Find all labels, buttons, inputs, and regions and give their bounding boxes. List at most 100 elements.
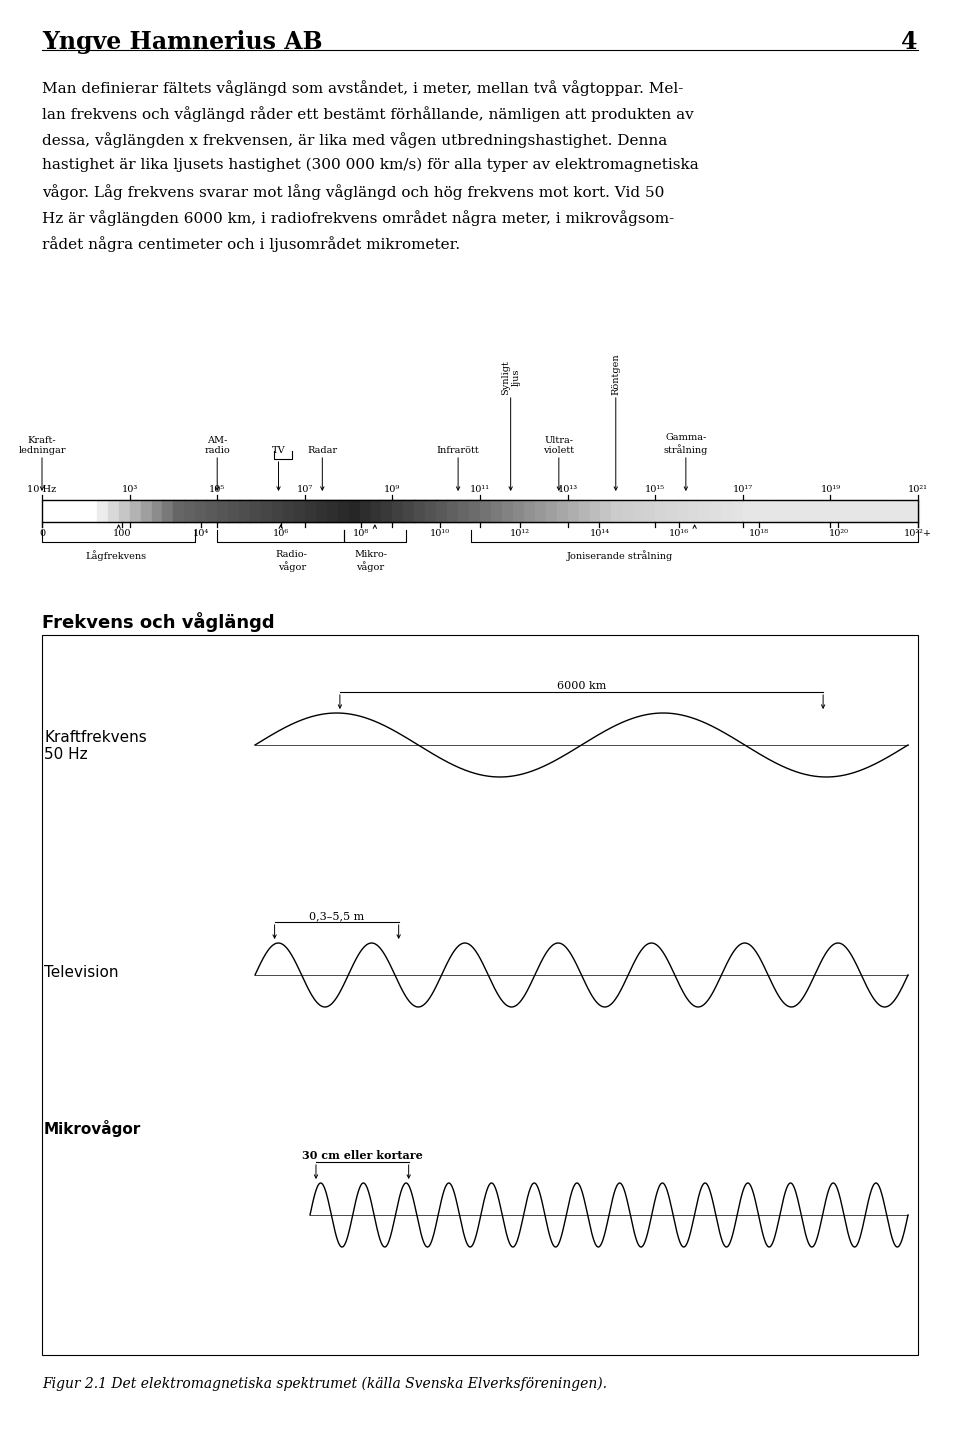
- Text: 0,3–5,5 m: 0,3–5,5 m: [309, 911, 364, 921]
- Bar: [283, 501, 295, 522]
- Text: 10²²+: 10²²+: [904, 530, 932, 538]
- Text: dessa, våglängden x frekvensen, är lika med vågen utbredningshastighet. Denna: dessa, våglängden x frekvensen, är lika …: [42, 132, 667, 148]
- Text: 10⁴: 10⁴: [193, 530, 209, 538]
- Bar: [64, 501, 75, 522]
- Bar: [655, 501, 666, 522]
- Bar: [907, 501, 919, 522]
- Text: Radar: Radar: [307, 445, 337, 456]
- Text: 10¹²: 10¹²: [510, 530, 530, 538]
- Text: 10⁷: 10⁷: [297, 485, 313, 493]
- Text: Ultra-
violett: Ultra- violett: [543, 435, 574, 456]
- Text: Kraft-
ledningar: Kraft- ledningar: [18, 435, 65, 456]
- Bar: [688, 501, 700, 522]
- Text: AM-
radio: AM- radio: [204, 435, 230, 456]
- Text: 10¹⁷: 10¹⁷: [732, 485, 753, 493]
- Bar: [316, 501, 327, 522]
- Bar: [820, 501, 831, 522]
- Text: Joniserande strålning: Joniserande strålning: [567, 550, 673, 560]
- Bar: [304, 501, 316, 522]
- Bar: [217, 501, 228, 522]
- Bar: [447, 501, 459, 522]
- Bar: [600, 501, 612, 522]
- Text: 30 cm eller kortare: 30 cm eller kortare: [302, 1151, 422, 1161]
- Text: Frekvens och våglängd: Frekvens och våglängd: [42, 612, 275, 633]
- Bar: [699, 501, 710, 522]
- Bar: [261, 501, 273, 522]
- Bar: [436, 501, 447, 522]
- Bar: [798, 501, 809, 522]
- Text: Hz är våglängden 6000 km, i radiofrekvens området några meter, i mikrovågsom-: Hz är våglängden 6000 km, i radiofrekven…: [42, 210, 674, 226]
- Bar: [885, 501, 897, 522]
- Text: Radio-
vågor: Radio- vågor: [276, 550, 307, 572]
- Bar: [97, 501, 108, 522]
- Bar: [393, 501, 404, 522]
- Bar: [612, 501, 623, 522]
- Bar: [272, 501, 283, 522]
- Bar: [677, 501, 688, 522]
- Bar: [326, 501, 338, 522]
- Text: Kraftfrekvens
50 Hz: Kraftfrekvens 50 Hz: [44, 730, 147, 762]
- Text: vågor. Låg frekvens svarar mot lång våglängd och hög frekvens mot kort. Vid 50: vågor. Låg frekvens svarar mot lång vågl…: [42, 184, 664, 200]
- Text: Mikrovågor: Mikrovågor: [44, 1120, 141, 1138]
- Text: Figur 2.1 Det elektromagnetiska spektrumet (källa Svenska Elverksföreningen).: Figur 2.1 Det elektromagnetiska spektrum…: [42, 1377, 607, 1392]
- Bar: [425, 501, 437, 522]
- Bar: [830, 501, 842, 522]
- Text: Gamma-
strålning: Gamma- strålning: [663, 434, 708, 456]
- Text: 10⁵: 10⁵: [209, 485, 226, 493]
- Bar: [85, 501, 97, 522]
- Bar: [403, 501, 415, 522]
- Bar: [535, 501, 546, 522]
- Text: hastighet är lika ljusets hastighet (300 000 km/s) för alla typer av elektromagn: hastighet är lika ljusets hastighet (300…: [42, 158, 699, 173]
- Text: 10¹⁶: 10¹⁶: [669, 530, 689, 538]
- Bar: [294, 501, 305, 522]
- Text: 10¹⁴: 10¹⁴: [589, 530, 610, 538]
- Bar: [513, 501, 524, 522]
- Bar: [195, 501, 206, 522]
- Text: 10²⁰: 10²⁰: [828, 530, 849, 538]
- Text: Yngve Hamnerius AB: Yngve Hamnerius AB: [42, 30, 323, 54]
- Text: lan frekvens och våglängd råder ett bestämt förhållande, nämligen att produkten : lan frekvens och våglängd råder ett best…: [42, 106, 694, 122]
- Text: 6000 km: 6000 km: [557, 681, 606, 691]
- Text: 10¹⁸: 10¹⁸: [749, 530, 769, 538]
- Bar: [863, 501, 875, 522]
- Bar: [42, 501, 918, 522]
- Bar: [371, 501, 382, 522]
- Text: TV: TV: [272, 445, 285, 456]
- Bar: [140, 501, 152, 522]
- Bar: [666, 501, 678, 522]
- Text: 10¹⁰: 10¹⁰: [430, 530, 450, 538]
- Text: 10²¹: 10²¹: [908, 485, 928, 493]
- Text: 10³: 10³: [122, 485, 137, 493]
- Text: 10¹¹: 10¹¹: [470, 485, 490, 493]
- Bar: [469, 501, 481, 522]
- Bar: [381, 501, 393, 522]
- Bar: [589, 501, 601, 522]
- Bar: [348, 501, 360, 522]
- Bar: [108, 501, 119, 522]
- Bar: [644, 501, 656, 522]
- Bar: [239, 501, 251, 522]
- Bar: [42, 501, 54, 522]
- Text: 4: 4: [901, 30, 918, 54]
- Text: 10¹⁹: 10¹⁹: [821, 485, 840, 493]
- Text: Infrarött: Infrarött: [437, 445, 479, 456]
- Bar: [480, 501, 492, 522]
- Text: 10¹⁵: 10¹⁵: [645, 485, 665, 493]
- Text: 10⁹: 10⁹: [384, 485, 400, 493]
- Text: rådet några centimeter och i ljusområdet mikrometer.: rådet några centimeter och i ljusområdet…: [42, 237, 460, 252]
- Text: 10¹³: 10¹³: [558, 485, 578, 493]
- Bar: [174, 501, 185, 522]
- Bar: [458, 501, 469, 522]
- Bar: [415, 501, 425, 522]
- Bar: [622, 501, 634, 522]
- Bar: [721, 501, 732, 522]
- Bar: [360, 501, 371, 522]
- Bar: [75, 501, 86, 522]
- Text: Röntgen: Röntgen: [612, 354, 620, 395]
- Bar: [338, 501, 349, 522]
- Bar: [776, 501, 787, 522]
- Bar: [162, 501, 174, 522]
- Bar: [250, 501, 261, 522]
- Text: 100: 100: [112, 530, 131, 538]
- Bar: [808, 501, 820, 522]
